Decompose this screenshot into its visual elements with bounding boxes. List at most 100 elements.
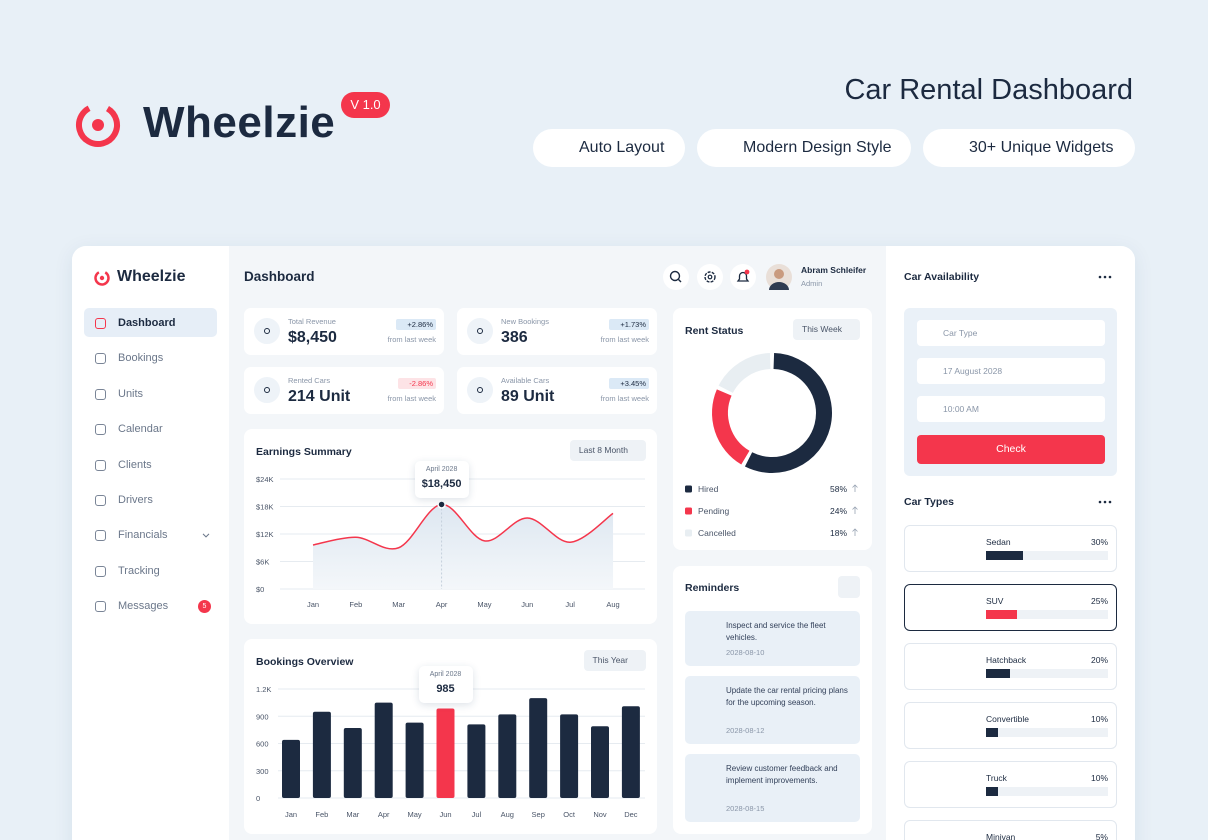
nav-icon <box>95 318 106 329</box>
car-type-card[interactable] <box>904 702 1117 749</box>
check-button[interactable]: Check <box>917 435 1105 464</box>
car-bar <box>986 728 999 737</box>
hero-logo <box>76 103 120 147</box>
header-icons[interactable] <box>662 263 792 291</box>
rent-status-card <box>673 308 872 550</box>
feature-pill <box>533 129 685 167</box>
car-name: Minivan <box>986 832 1016 840</box>
nav-icon <box>95 565 106 577</box>
car-track <box>986 610 1108 619</box>
user-role: Admin <box>801 279 823 288</box>
reminder-text: Update the car rental pricing plans for … <box>726 686 848 707</box>
feature-label: 30+ Unique Widgets <box>969 139 1114 156</box>
filter-dropdown[interactable]: This Week <box>793 319 860 340</box>
car-percent: 25% <box>1090 596 1108 606</box>
stat-value: 89 Unit <box>501 388 555 405</box>
add-button[interactable] <box>838 576 860 598</box>
tooltip <box>414 461 469 498</box>
car-percent: 30% <box>1090 537 1108 547</box>
nav-item[interactable] <box>84 308 217 337</box>
car-name: SUV <box>986 596 1004 606</box>
form-field[interactable] <box>917 396 1105 422</box>
reminder-item <box>685 754 860 822</box>
nav-label: Bookings <box>118 352 164 365</box>
reminder-item <box>685 611 860 666</box>
car-name: Convertible <box>986 714 1029 724</box>
car-type-card[interactable] <box>904 761 1117 808</box>
stat-note: from last week <box>387 394 436 403</box>
stat-label: New Bookings <box>501 317 549 326</box>
stat-label: Rented Cars <box>288 376 331 385</box>
tooltip-value: 985 <box>436 683 455 695</box>
tooltip <box>418 666 473 703</box>
stat-value: $8,450 <box>288 329 337 346</box>
car-type-card[interactable] <box>904 525 1117 572</box>
hero-title: Car Rental Dashboard <box>844 74 1133 106</box>
nav-icon <box>95 424 106 436</box>
reminder-item <box>685 676 860 744</box>
stat-icon <box>467 318 493 344</box>
sidebar <box>72 246 229 840</box>
car-percent: 10% <box>1090 773 1108 783</box>
reminder-text: Inspect and service the fleet vehicles. <box>726 621 826 642</box>
feature-pill <box>923 129 1135 167</box>
nav-icon <box>95 495 106 506</box>
sidebar-logo <box>94 270 110 286</box>
car-track <box>986 787 1108 796</box>
nav-icon <box>95 353 106 365</box>
reminder-date: 2028-08-15 <box>726 804 765 813</box>
nav-label: Units <box>118 387 144 400</box>
stat-note: from last week <box>600 335 649 344</box>
user-name: Abram Schleifer <box>801 265 867 275</box>
car-type-card[interactable] <box>904 643 1117 690</box>
form-field[interactable] <box>917 320 1105 346</box>
card-title: Car Availability <box>904 271 980 283</box>
nav-icon <box>95 601 106 613</box>
car-type-card[interactable] <box>904 584 1117 631</box>
form-field-text: Car Type <box>943 328 978 338</box>
car-track <box>986 551 1108 560</box>
nav-label: Messages <box>118 600 169 613</box>
car-track <box>986 728 1108 737</box>
nav-label: Dashboard <box>118 317 176 329</box>
nav-icon <box>95 388 106 400</box>
stat-icon <box>254 377 280 403</box>
car-bar <box>986 787 999 796</box>
card-title: Car Types <box>904 496 954 508</box>
hero-brand: Wheelzie <box>143 98 336 147</box>
feature-label: Modern Design Style <box>743 139 892 156</box>
reminder-date: 2028-08-12 <box>726 726 765 735</box>
car-name: Truck <box>986 773 1007 783</box>
nav-label: Drivers <box>118 494 153 506</box>
tooltip-label: April 2028 <box>429 671 462 678</box>
stat-label: Total Revenue <box>288 317 336 326</box>
stat-label: Available Cars <box>501 376 550 385</box>
stat-change: -2.86% <box>398 378 436 389</box>
card-title: Earnings Summary <box>256 446 352 458</box>
sidebar-brand: Wheelzie <box>117 268 186 285</box>
stat-icon <box>467 377 493 403</box>
filter-dropdown[interactable]: Last 8 Month <box>569 440 646 461</box>
car-bar <box>986 669 1011 678</box>
page-title: Dashboard <box>244 269 315 284</box>
stat-change: +2.86% <box>396 319 436 330</box>
nav-label: Tracking <box>118 564 160 577</box>
car-track <box>986 669 1108 678</box>
filter-dropdown[interactable]: This Year <box>583 650 646 671</box>
form-field-text: 10:00 AM <box>943 404 979 414</box>
nav-icon <box>95 530 106 542</box>
car-type-card[interactable] <box>904 820 1117 840</box>
card-title: Reminders <box>685 582 740 594</box>
tooltip-label: April 2028 <box>425 466 458 473</box>
car-percent: 20% <box>1090 655 1108 665</box>
car-bar <box>986 551 1023 560</box>
nav-icon <box>95 459 106 471</box>
card-title: Bookings Overview <box>256 656 354 668</box>
tooltip-value: $18,450 <box>421 478 462 490</box>
form-field-text: 17 August 2028 <box>943 366 1003 376</box>
form-field[interactable] <box>917 358 1105 384</box>
version-badge: V 1.0 <box>341 92 390 118</box>
card-title: Rent Status <box>685 325 744 337</box>
